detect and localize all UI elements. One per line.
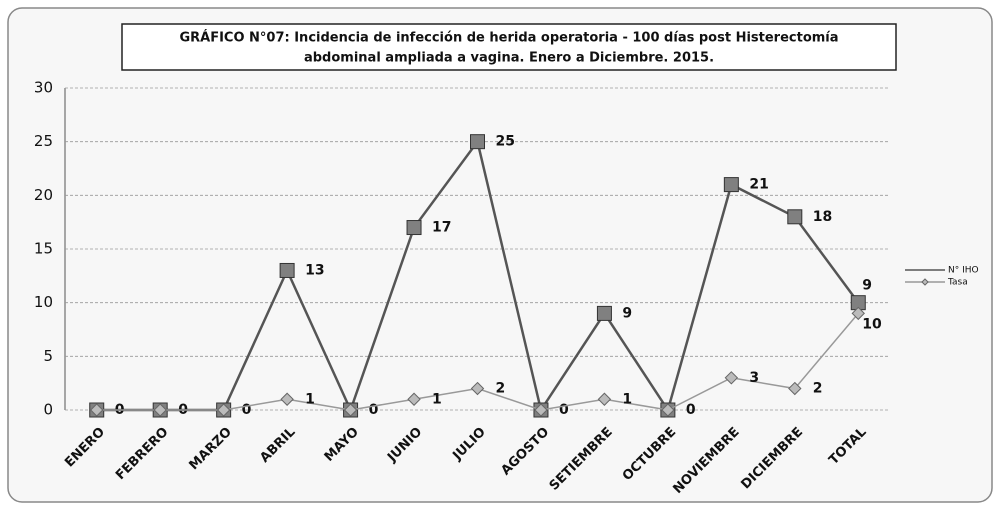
y-tick-label: 20 [34, 186, 53, 204]
point [851, 306, 865, 321]
data-label: 2 [496, 381, 506, 397]
data-label: 0 [686, 402, 696, 418]
data-label: 21 [749, 177, 768, 193]
y-tick-label: 15 [34, 240, 53, 258]
point [407, 392, 421, 406]
data-label: 0 [242, 402, 252, 418]
y-tick-label: 5 [43, 347, 53, 365]
point [788, 381, 802, 396]
point [596, 305, 612, 321]
point [597, 392, 612, 406]
data-label: 9 [622, 305, 632, 321]
point [534, 403, 548, 417]
point [470, 381, 485, 396]
point [470, 134, 485, 150]
point [661, 403, 675, 417]
data-label: 13 [305, 262, 324, 278]
legend-marker [921, 278, 929, 286]
data-label: 9 [862, 277, 872, 293]
y-tick-label: 0 [43, 401, 53, 419]
data-label: 0 [369, 402, 379, 418]
chart-title: abdominal ampliada a vagina. Enero a Dic… [304, 51, 714, 66]
data-label: 3 [749, 370, 759, 386]
y-tick-label: 10 [34, 293, 53, 311]
y-tick-label: 25 [34, 132, 53, 150]
legend-label: N° IHO [948, 266, 979, 276]
point [153, 403, 167, 417]
data-label: 1 [305, 391, 315, 407]
point [343, 403, 358, 417]
point [280, 392, 294, 406]
y-tick-label: 30 [34, 79, 53, 97]
point [723, 177, 739, 193]
point [216, 403, 231, 417]
point [724, 371, 739, 385]
legend-label: Tasa [947, 278, 968, 288]
point [406, 220, 422, 236]
data-label: 10 [862, 317, 882, 333]
data-label: 25 [496, 134, 515, 150]
data-label: 0 [559, 402, 569, 418]
title-box [121, 23, 897, 71]
data-label: 2 [813, 381, 823, 397]
chart-title: GRÁFICO N°07: Incidencia de infección de… [179, 30, 838, 46]
data-label: 1 [622, 391, 632, 407]
data-label: 1 [432, 391, 442, 407]
point [279, 262, 295, 278]
chart-frame [7, 7, 993, 503]
data-label: 17 [432, 220, 451, 236]
point [90, 403, 104, 417]
point [787, 209, 803, 225]
data-label: 18 [813, 209, 832, 225]
